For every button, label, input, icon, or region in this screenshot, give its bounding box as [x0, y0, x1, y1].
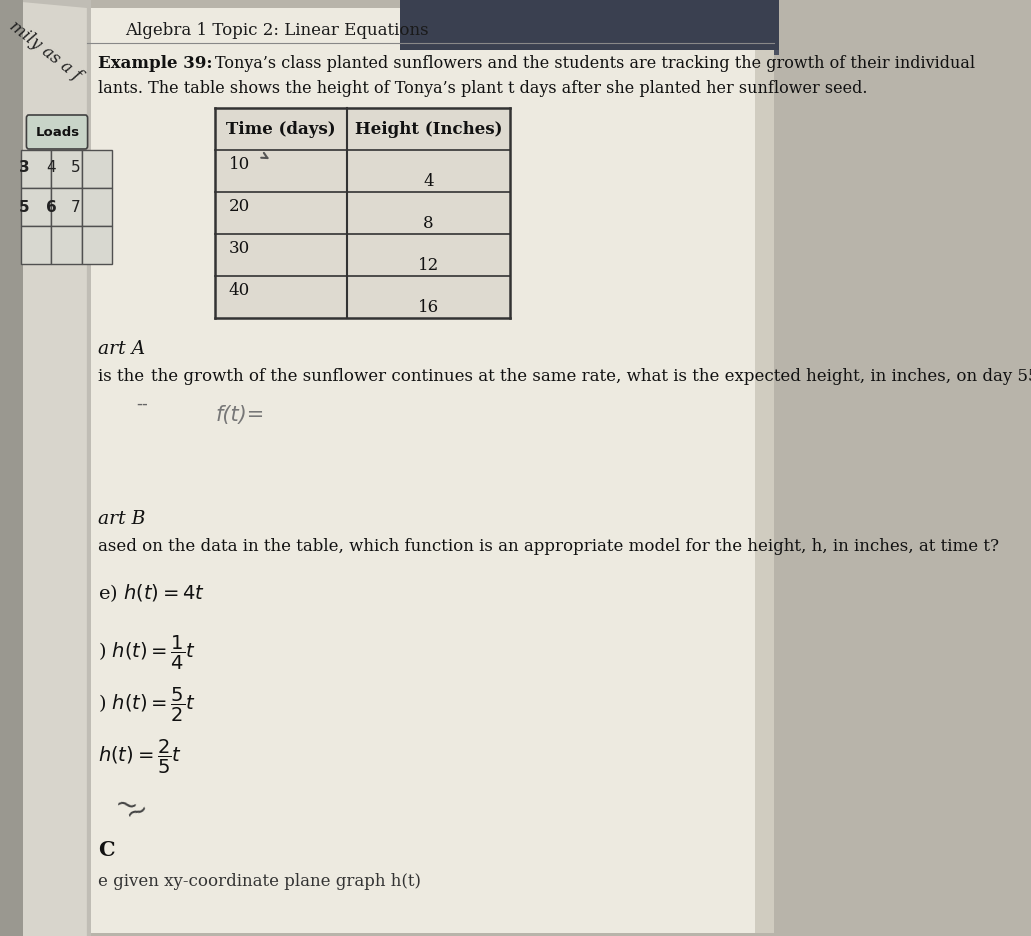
Text: 4: 4	[46, 160, 56, 175]
Text: art B: art B	[98, 510, 145, 528]
Text: lants. The table shows the height of Tonya’s plant t days after she planted her : lants. The table shows the height of Ton…	[98, 80, 868, 97]
Text: 16: 16	[418, 299, 439, 316]
Text: 10: 10	[229, 156, 251, 173]
Text: ) $h(t) = \dfrac{1}{4}t$: ) $h(t) = \dfrac{1}{4}t$	[98, 634, 196, 672]
Text: e given xy-coordinate plane graph h(t): e given xy-coordinate plane graph h(t)	[98, 873, 422, 890]
Text: ~: ~	[111, 790, 139, 822]
Text: ) $h(t) = \dfrac{5}{2}t$: ) $h(t) = \dfrac{5}{2}t$	[98, 686, 196, 724]
Text: 8: 8	[423, 215, 434, 232]
Bar	[22, 150, 52, 188]
Text: Example 39:: Example 39:	[98, 55, 212, 72]
Text: $h(t) = \dfrac{2}{5}t$: $h(t) = \dfrac{2}{5}t$	[98, 738, 182, 776]
Text: f(t)=: f(t)=	[215, 405, 265, 425]
Text: is the: is the	[98, 368, 144, 385]
Bar	[22, 188, 52, 226]
Bar	[400, 0, 778, 50]
Polygon shape	[0, 0, 87, 936]
Text: 5: 5	[71, 160, 80, 175]
Bar	[22, 226, 52, 264]
Text: the growth of the sunflower continues at the same rate, what is the expected hei: the growth of the sunflower continues at…	[151, 368, 1031, 385]
Text: Algebra 1 Topic 2: Linear Equations: Algebra 1 Topic 2: Linear Equations	[125, 22, 428, 39]
Text: 3: 3	[19, 160, 30, 175]
Bar	[52, 188, 81, 226]
Text: 5: 5	[19, 199, 30, 214]
Bar	[81, 226, 111, 264]
Bar	[0, 0, 23, 936]
Text: --: --	[136, 395, 147, 413]
Text: Height (Inches): Height (Inches)	[355, 121, 502, 138]
Bar	[52, 226, 81, 264]
Text: 7: 7	[71, 199, 80, 214]
Bar	[755, 8, 774, 933]
Bar	[52, 150, 81, 188]
Text: mily as a f: mily as a f	[6, 18, 85, 84]
Text: Loads: Loads	[35, 126, 79, 139]
Text: ased on the data in the table, which function is an appropriate model for the he: ased on the data in the table, which fun…	[98, 538, 999, 555]
Text: e) $h(t) = 4t$: e) $h(t) = 4t$	[98, 582, 205, 604]
Text: art A: art A	[98, 340, 145, 358]
Bar	[87, 8, 774, 933]
Bar	[0, 0, 91, 936]
Text: Tonya’s class planted sunflowers and the students are tracking the growth of the: Tonya’s class planted sunflowers and the…	[215, 55, 975, 72]
Text: C: C	[98, 840, 114, 860]
Bar	[400, 0, 778, 55]
FancyBboxPatch shape	[27, 115, 88, 149]
Text: 40: 40	[229, 282, 251, 300]
Text: Time (days): Time (days)	[227, 121, 336, 138]
Text: ~: ~	[121, 795, 153, 829]
Text: 12: 12	[418, 257, 439, 274]
Bar	[215, 108, 509, 318]
Text: 30: 30	[229, 241, 251, 257]
Bar	[81, 150, 111, 188]
Text: 4: 4	[423, 173, 434, 190]
Text: 6: 6	[46, 199, 57, 214]
Text: 20: 20	[229, 198, 251, 215]
Bar	[81, 188, 111, 226]
